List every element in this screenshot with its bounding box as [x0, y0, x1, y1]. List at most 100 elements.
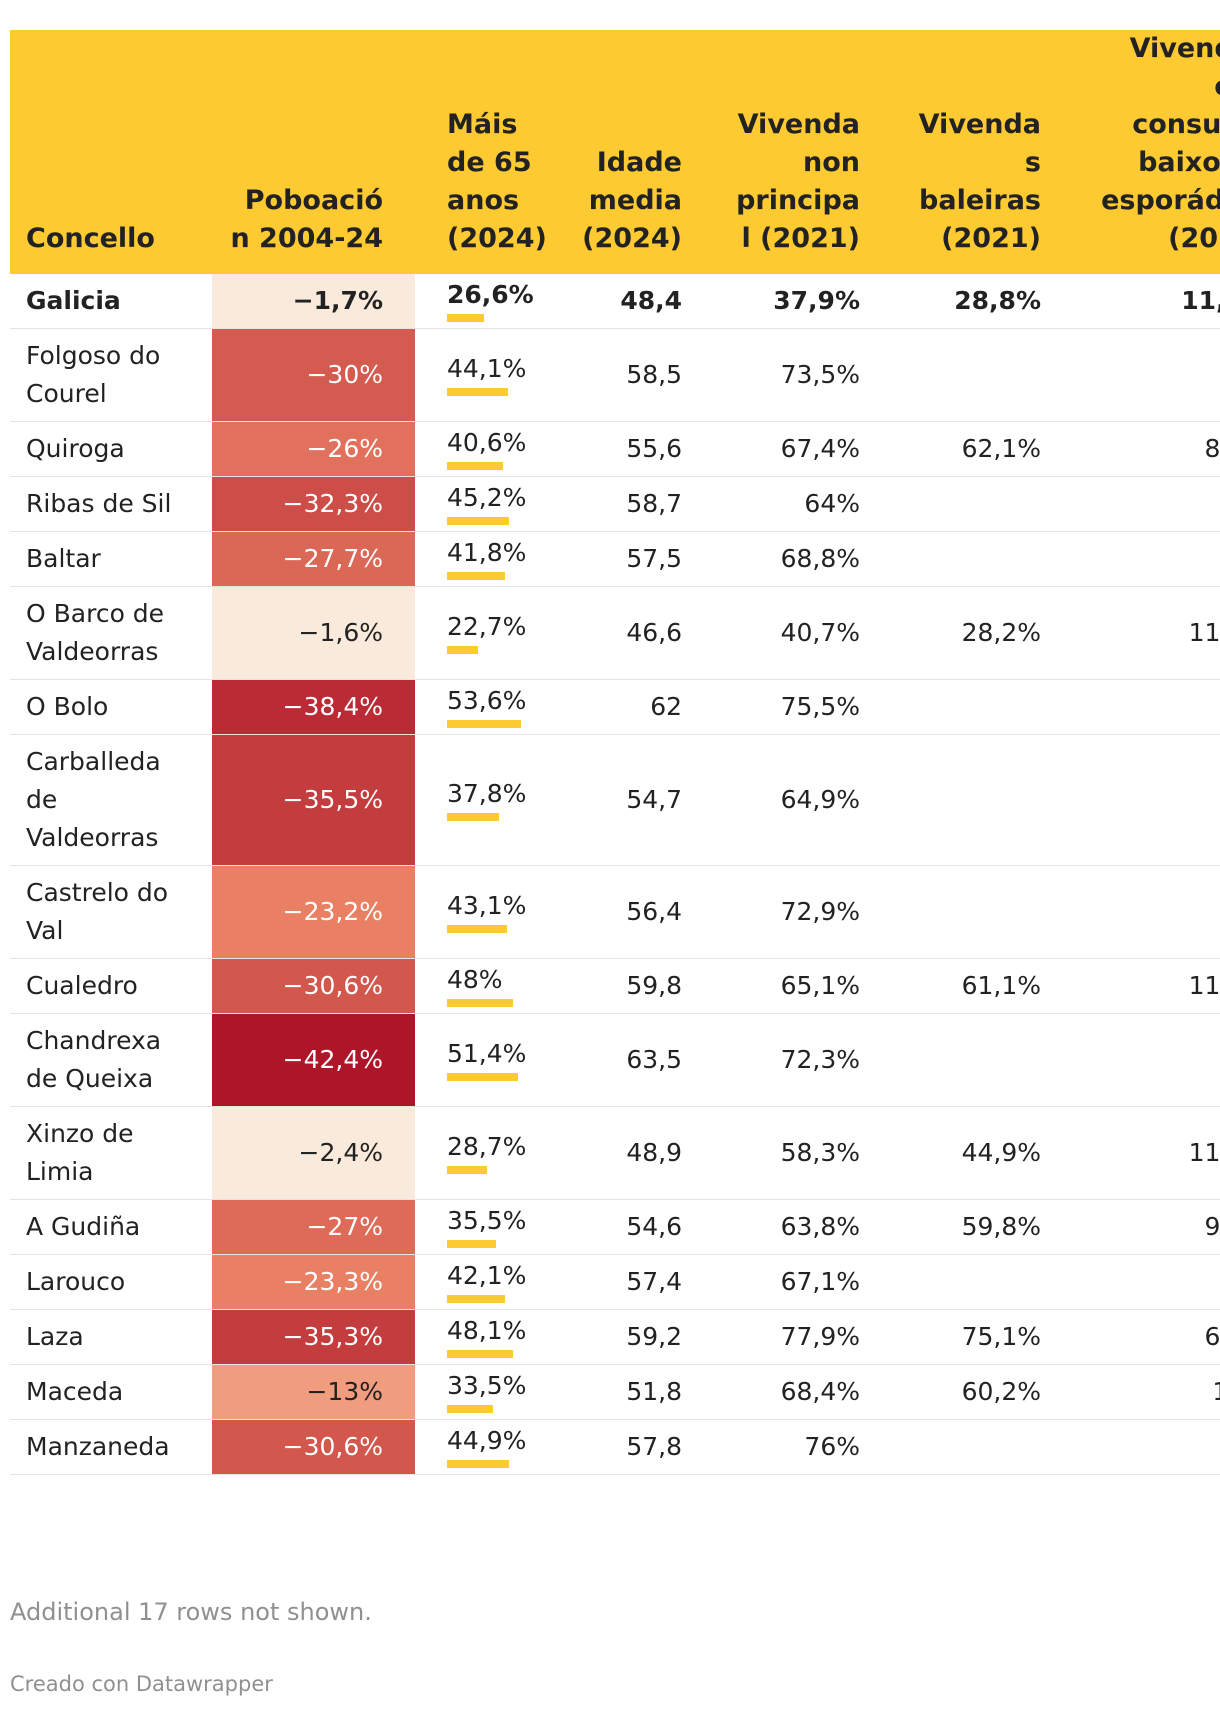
cell-idade-media: 48,9	[560, 1106, 714, 1200]
cell-consumo-baixo	[1073, 1254, 1220, 1310]
cell-vivendas-baleiras: 75,1%	[892, 1309, 1073, 1365]
cell-consumo-baixo: 11,7%	[1073, 958, 1220, 1014]
bar-value-label: 44,9%	[447, 1426, 527, 1455]
cell-concello: Baltar	[10, 531, 212, 587]
cell-vivenda-non-principal: 58,3%	[714, 1106, 892, 1200]
cell-vivendas-baleiras: 59,8%	[892, 1199, 1073, 1255]
cell-consumo-baixo: 11,7%	[1073, 586, 1220, 680]
cell-vivendas-baleiras: 61,1%	[892, 958, 1073, 1014]
cell-vivenda-non-principal: 37,9%	[714, 274, 892, 329]
cell-poboacion: −38,4%	[212, 679, 415, 735]
cell-poboacion: −35,3%	[212, 1309, 415, 1365]
cell-idade-media: 59,2	[560, 1309, 714, 1365]
cell-mais-de-65: 42,1%	[415, 1254, 560, 1310]
table-row: Galicia−1,7% 26,6% 48,437,9%28,8%11,2%	[10, 274, 1220, 329]
cell-poboacion: −26%	[212, 421, 415, 477]
bar-value-label: 26,6%	[447, 280, 534, 309]
cell-vivenda-non-principal: 67,4%	[714, 421, 892, 477]
bar-mark	[447, 999, 513, 1007]
cell-mais-de-65: 44,1%	[415, 328, 560, 422]
cell-idade-media: 46,6	[560, 586, 714, 680]
cell-consumo-baixo	[1073, 865, 1220, 959]
cell-idade-media: 55,6	[560, 421, 714, 477]
cell-vivenda-non-principal: 76%	[714, 1419, 892, 1475]
cell-vivendas-baleiras	[892, 1013, 1073, 1107]
cell-poboacion: −30,6%	[212, 1419, 415, 1475]
cell-consumo-baixo	[1073, 328, 1220, 422]
cell-vivenda-non-principal: 72,3%	[714, 1013, 892, 1107]
cell-concello: Carballeda de Valdeorras	[10, 734, 212, 866]
cell-consumo-baixo: 8,9%	[1073, 421, 1220, 477]
cell-mais-de-65: 48,1%	[415, 1309, 560, 1365]
cell-consumo-baixo	[1073, 1419, 1220, 1475]
table-row: Chandrexa de Queixa −42,4% 51,4% 63,5 72,3%	[10, 1013, 1220, 1107]
cell-concello: A Gudiña	[10, 1199, 212, 1255]
cell-vivendas-baleiras: 28,2%	[892, 586, 1073, 680]
cell-concello: Maceda	[10, 1364, 212, 1420]
cell-idade-media: 63,5	[560, 1013, 714, 1107]
bar-value-label: 40,6%	[447, 428, 527, 457]
column-header-vivendas-baleiras[interactable]: Vivendas baleiras (2021)	[892, 30, 1073, 274]
table-row: Ribas de Sil −32,3% 45,2% 58,7 64%	[10, 476, 1220, 532]
cell-consumo-baixo: 11,2%	[1073, 274, 1220, 329]
cell-concello: Cualedro	[10, 958, 212, 1014]
cell-concello: Ribas de Sil	[10, 476, 212, 532]
table-row: Laza−35,3% 48,1% 59,277,9%75,1%6,8%	[10, 1309, 1220, 1365]
bar-mark	[447, 646, 478, 654]
column-header-vivenda-non-principal[interactable]: Vivenda non principal (2021)	[714, 30, 892, 274]
bar-mark	[447, 1460, 509, 1468]
bar-mark	[447, 388, 508, 396]
table-row: Castrelo do Val −23,2% 43,1% 56,4 72,9%	[10, 865, 1220, 959]
table-row: O Barco de Valdeorras −1,6% 22,7% 46,6 40,7%…	[10, 586, 1220, 680]
bar-mark	[447, 462, 503, 470]
table-body: Galicia−1,7%26,6%48,437,9%28,8%11,2%Folg…	[10, 274, 1220, 1475]
cell-idade-media: 62	[560, 679, 714, 735]
bar-mark	[447, 1350, 513, 1358]
cell-mais-de-65: 28,7%	[415, 1106, 560, 1200]
cell-concello: Laza	[10, 1309, 212, 1365]
cell-vivenda-non-principal: 75,5%	[714, 679, 892, 735]
bar-mark	[447, 314, 484, 322]
bar-value-label: 48%	[447, 965, 503, 994]
cell-poboacion: −1,6%	[212, 586, 415, 680]
cell-poboacion: −13%	[212, 1364, 415, 1420]
cell-vivendas-baleiras: 44,9%	[892, 1106, 1073, 1200]
cell-mais-de-65: 22,7%	[415, 586, 560, 680]
cell-vivenda-non-principal: 65,1%	[714, 958, 892, 1014]
column-header-mais-de-65[interactable]: Máis de 65 anos (2024)	[415, 30, 560, 274]
cell-idade-media: 57,4	[560, 1254, 714, 1310]
cell-idade-media: 58,7	[560, 476, 714, 532]
cell-mais-de-65: 41,8%	[415, 531, 560, 587]
table-row: O Bolo −38,4% 53,6% 62 75,5%	[10, 679, 1220, 735]
cell-consumo-baixo	[1073, 1013, 1220, 1107]
bar-value-label: 42,1%	[447, 1261, 527, 1290]
cell-vivendas-baleiras	[892, 679, 1073, 735]
column-header-idade-media[interactable]: Idade media (2024)	[560, 30, 714, 274]
cell-concello: Chandrexa de Queixa	[10, 1013, 212, 1107]
column-header-concello[interactable]: Concello	[10, 30, 212, 274]
table-row: A Gudiña−27% 35,5% 54,663,8%59,8%9,2%	[10, 1199, 1220, 1255]
bar-mark	[447, 1073, 518, 1081]
cell-concello: Castrelo do Val	[10, 865, 212, 959]
cell-poboacion: −35,5%	[212, 734, 415, 866]
bar-value-label: 43,1%	[447, 891, 527, 920]
cell-consumo-baixo	[1073, 734, 1220, 866]
cell-consumo-baixo	[1073, 531, 1220, 587]
cell-poboacion: −1,7%	[212, 274, 415, 329]
cell-concello: Galicia	[10, 274, 212, 329]
bar-mark	[447, 1166, 487, 1174]
cell-mais-de-65: 53,6%	[415, 679, 560, 735]
column-header-poboacion[interactable]: Poboación 2004-24	[212, 30, 415, 274]
cell-concello: O Barco de Valdeorras	[10, 586, 212, 680]
column-header-consumo-baixo[interactable]: Vivendas con consumo baixo ou esporádico…	[1073, 30, 1220, 274]
cell-consumo-baixo: 11,9%	[1073, 1106, 1220, 1200]
cell-consumo-baixo: 6,8%	[1073, 1309, 1220, 1365]
data-table-container[interactable]: Concello Poboación 2004-24 Máis de 65 an…	[10, 30, 1220, 1475]
bar-mark	[447, 813, 499, 821]
bar-value-label: 48,1%	[447, 1316, 527, 1345]
cell-mais-de-65: 48%	[415, 958, 560, 1014]
bar-mark	[447, 572, 505, 580]
bar-value-label: 22,7%	[447, 612, 527, 641]
cell-vivenda-non-principal: 64%	[714, 476, 892, 532]
bar-value-label: 45,2%	[447, 483, 527, 512]
